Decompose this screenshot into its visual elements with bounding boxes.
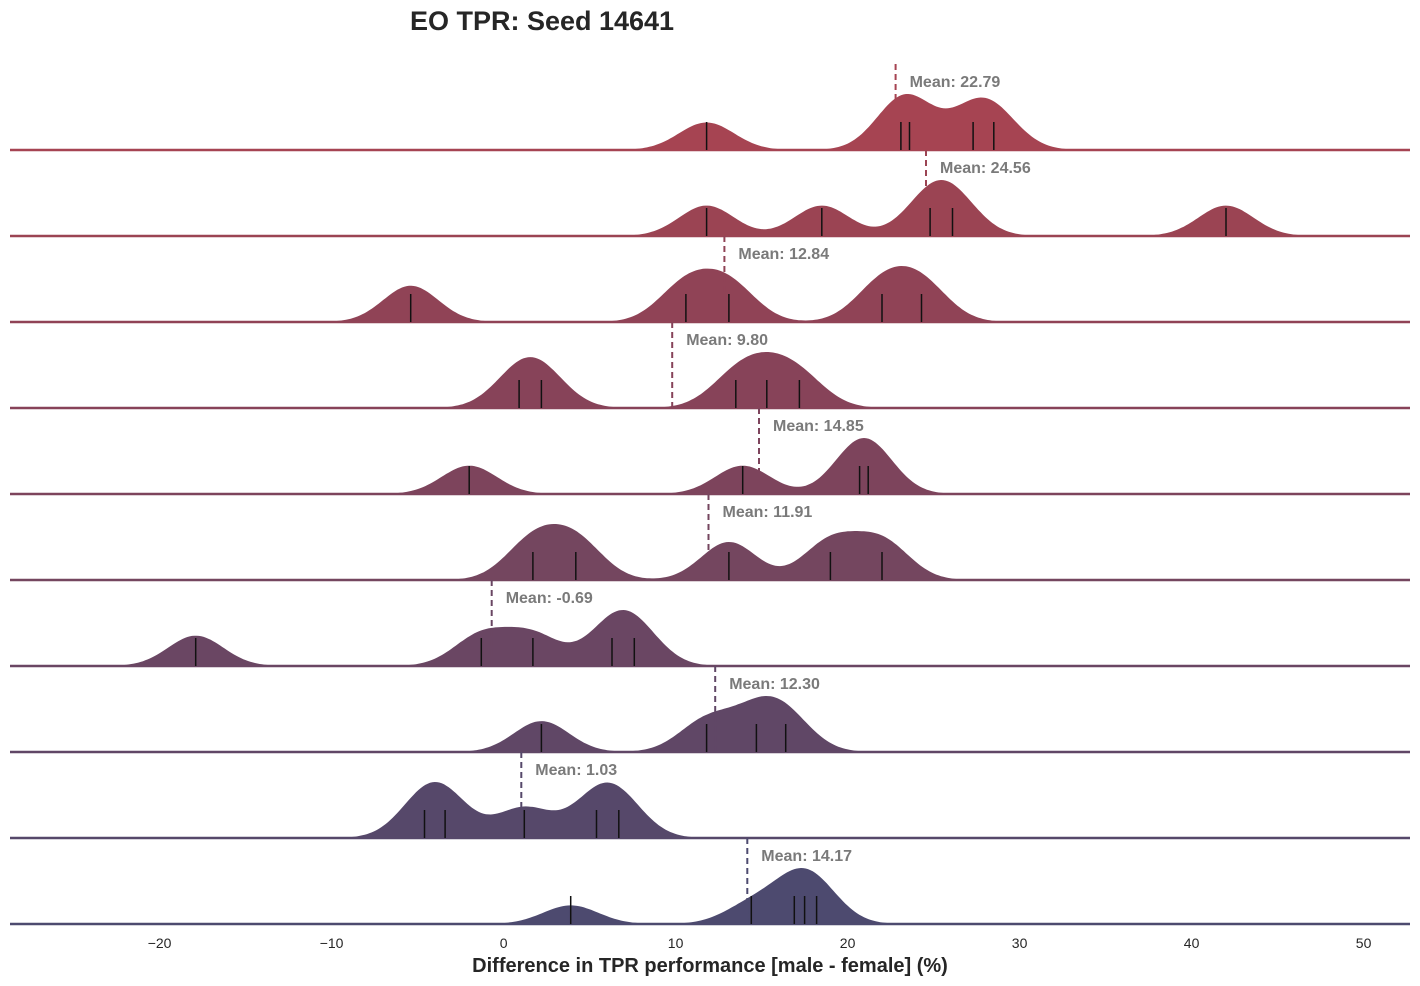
mean-label: Mean: 12.84 [738, 246, 829, 263]
mean-label: Mean: 22.79 [910, 74, 1001, 91]
x-tick-label: −10 [320, 935, 344, 951]
mean-label: Mean: 14.17 [761, 848, 852, 865]
mean-label: Mean: 11.91 [723, 504, 813, 521]
mean-label: Mean: 14.85 [773, 418, 864, 435]
density-area [10, 180, 1410, 236]
ridge-row-7: Mean: -0.69 [10, 580, 1410, 668]
ridge-row-4: Mean: 9.80 [10, 322, 1410, 410]
mean-label: Mean: 24.56 [940, 160, 1031, 177]
ridges-layer: Mean: 22.79 Mean: 24.56 Mean: 12.84 Mean: 9… [10, 64, 1410, 926]
x-tick-label: 40 [1184, 935, 1200, 951]
x-tick-label: 30 [1012, 935, 1028, 951]
ridge-outline [10, 865, 1410, 926]
density-area [10, 352, 1410, 408]
x-axis: −20 −10 0 10 20 30 40 50 [148, 935, 1372, 951]
ridge-outline [10, 779, 1410, 840]
density-area [10, 438, 1410, 494]
density-area [10, 266, 1410, 322]
ridge-row-10: Mean: 14.17 [10, 838, 1410, 926]
x-tick-label: 0 [500, 935, 508, 951]
ridge-row-1: Mean: 22.79 [10, 64, 1410, 152]
mean-label: Mean: 12.30 [729, 676, 820, 693]
ridge-row-9: Mean: 1.03 [10, 752, 1410, 840]
ridge-row-8: Mean: 12.30 [10, 666, 1410, 754]
density-area [10, 94, 1410, 150]
density-area [10, 610, 1410, 666]
x-tick-label: −20 [148, 935, 172, 951]
density-area [10, 696, 1410, 752]
ridge-row-3: Mean: 12.84 [10, 236, 1410, 324]
density-area [10, 524, 1410, 580]
mean-label: Mean: -0.69 [506, 590, 593, 607]
ridge-row-5: Mean: 14.85 [10, 408, 1410, 496]
x-axis-label: Difference in TPR performance [male - fe… [472, 955, 948, 977]
ridge-row-2: Mean: 24.56 [10, 150, 1410, 238]
mean-label: Mean: 1.03 [535, 762, 617, 779]
mean-label: Mean: 9.80 [686, 332, 768, 349]
ridge-row-6: Mean: 11.91 [10, 494, 1410, 582]
density-area [10, 782, 1410, 838]
x-tick-label: 20 [840, 935, 856, 951]
chart-title: EO TPR: Seed 14641 [410, 6, 674, 36]
x-tick-label: 50 [1356, 935, 1372, 951]
x-tick-label: 10 [668, 935, 684, 951]
